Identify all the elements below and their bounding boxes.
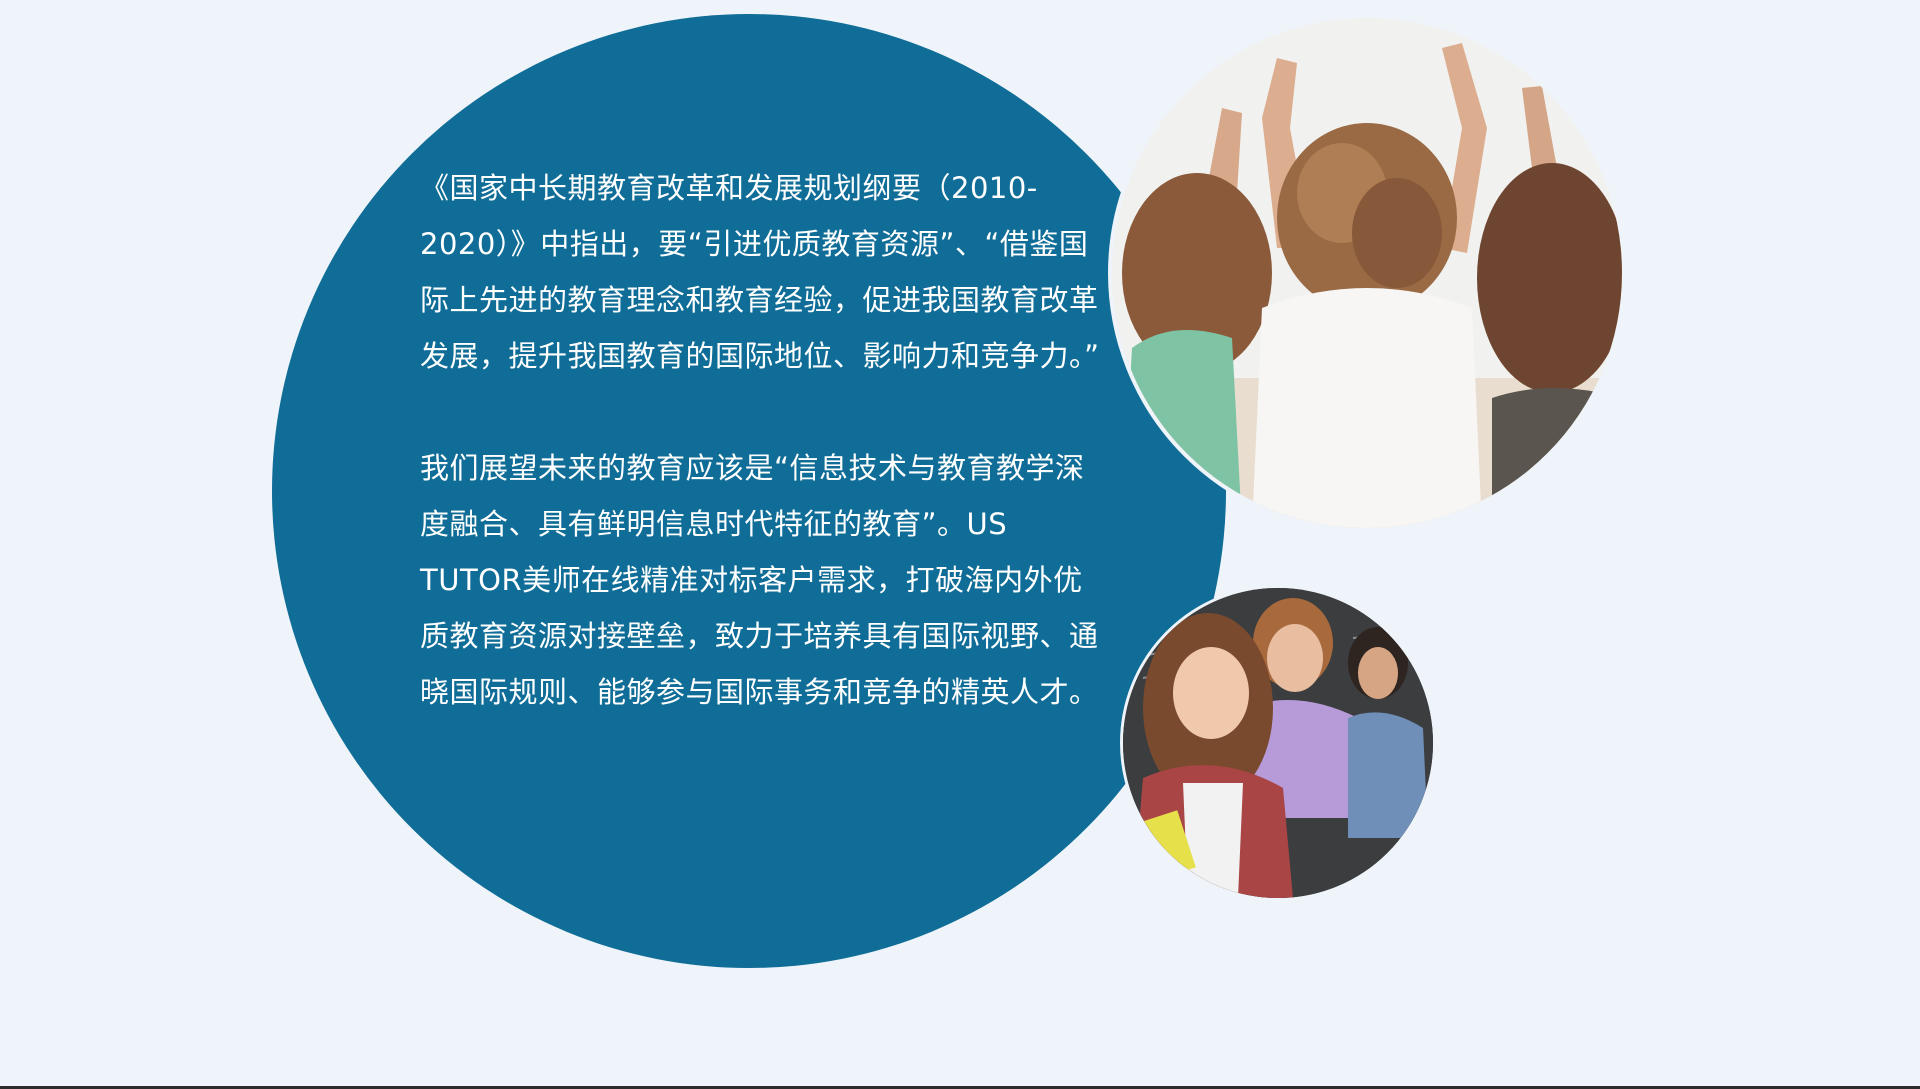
smiling-students-photo: [1120, 585, 1436, 901]
three-girls-arms-raised-photo: [1108, 14, 1626, 532]
blue-text-circle: [272, 14, 1226, 968]
photo-students-illustration: [1123, 588, 1433, 898]
intro-text: 《国家中长期教育改革和发展规划纲要（2010-2020）》中指出，要“引进优质教…: [420, 160, 1100, 720]
paragraph-vision: 我们展望未来的教育应该是“信息技术与教育教学深度融合、具有鲜明信息时代特征的教育…: [420, 451, 1099, 709]
paragraph-policy-quote: 《国家中长期教育改革和发展规划纲要（2010-2020）》中指出，要“引进优质教…: [420, 171, 1100, 373]
photo-girls-illustration: [1112, 18, 1622, 528]
bottom-divider: [0, 1086, 1920, 1089]
